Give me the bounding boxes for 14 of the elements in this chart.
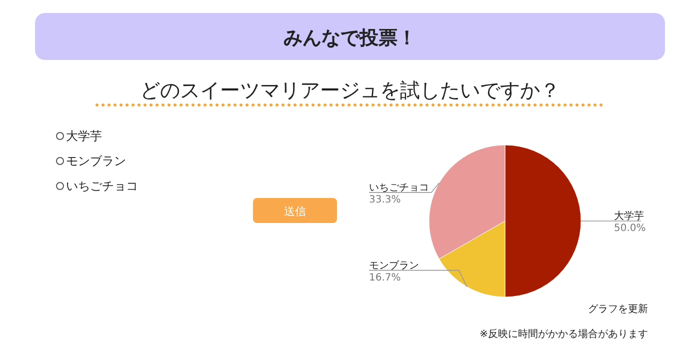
slice-label: いちごチョコ bbox=[369, 182, 429, 194]
chart-subtitle: どのスイーツマリアージュを試したいですか？ bbox=[140, 78, 560, 102]
data-label: 50.0% bbox=[614, 223, 646, 234]
chart-title: みんなで投票！ bbox=[284, 27, 416, 49]
category-label: モンブラン bbox=[66, 154, 126, 168]
data-label: 33.3% bbox=[369, 194, 401, 206]
slice-label: モンブラン bbox=[369, 259, 419, 272]
text: 送信 bbox=[284, 205, 306, 218]
text: ※反映に時間がかかる場合があります bbox=[480, 328, 648, 340]
data-label: 16.7% bbox=[369, 272, 401, 284]
text: グラフを更新 bbox=[588, 303, 648, 315]
category-label: いちごチョコ bbox=[66, 179, 138, 193]
category-label: 大学芋 bbox=[66, 129, 102, 143]
slice-label: 大学芋 bbox=[614, 210, 644, 222]
